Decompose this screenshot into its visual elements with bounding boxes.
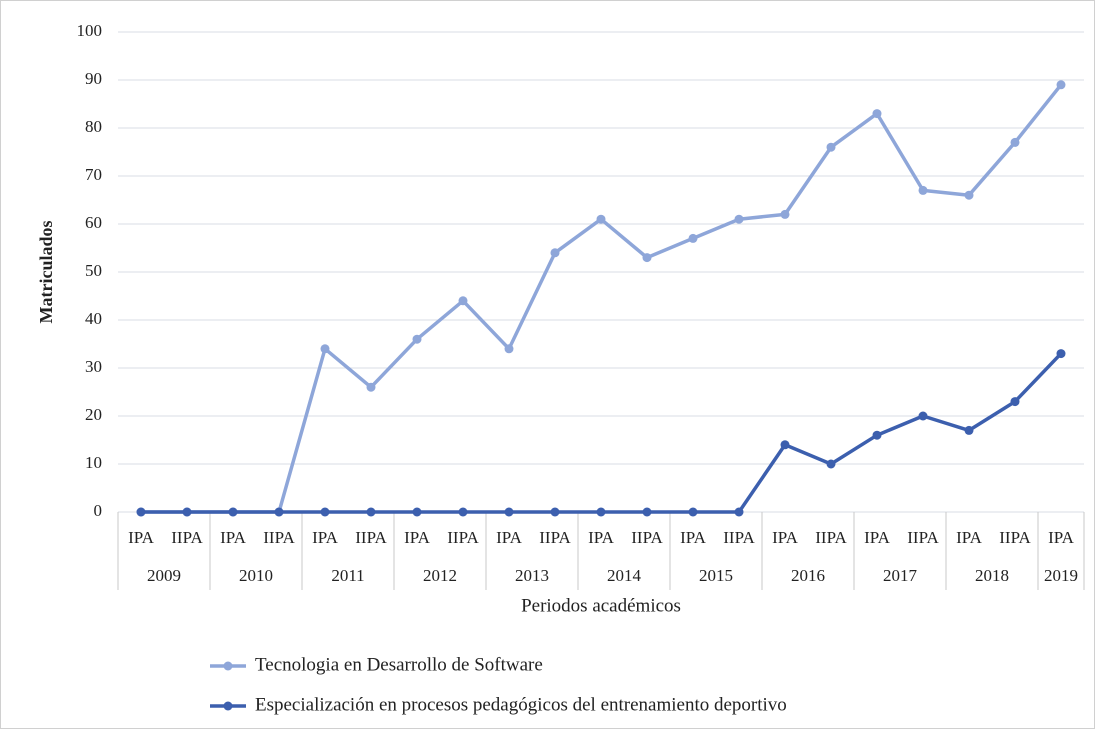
x-group-label: 2012 [423, 566, 457, 585]
x-tick-label: IIPA [815, 528, 847, 547]
x-tick-label: IPA [496, 528, 523, 547]
data-point [458, 507, 468, 517]
x-tick-label: IIPA [447, 528, 479, 547]
y-tick-label: 80 [85, 117, 102, 136]
x-tick-label: IPA [956, 528, 983, 547]
x-group-label: 2011 [331, 566, 364, 585]
data-point [412, 507, 422, 517]
data-point [550, 507, 560, 517]
x-group-label: 2014 [607, 566, 642, 585]
x-tick-label: IIPA [723, 528, 755, 547]
legend-label: Especialización en procesos pedagógicos … [255, 694, 787, 715]
data-point [688, 507, 698, 517]
data-point [688, 233, 698, 243]
data-point [918, 411, 928, 421]
x-group-label: 2017 [883, 566, 918, 585]
data-point [596, 214, 606, 224]
data-point [826, 459, 836, 469]
y-tick-label: 20 [85, 405, 102, 424]
legend-marker [223, 701, 233, 711]
data-point [458, 296, 468, 306]
x-tick-label: IIPA [171, 528, 203, 547]
data-point [734, 214, 744, 224]
data-point [734, 507, 744, 517]
x-tick-label: IIPA [263, 528, 295, 547]
y-tick-label: 0 [94, 501, 103, 520]
data-point [1056, 80, 1066, 90]
data-point [1010, 397, 1020, 407]
data-point [642, 507, 652, 517]
data-point [826, 142, 836, 152]
y-tick-label: 60 [85, 213, 102, 232]
y-tick-label: 90 [85, 69, 102, 88]
x-tick-label: IPA [404, 528, 431, 547]
y-tick-label: 40 [85, 309, 102, 328]
x-tick-label: IPA [312, 528, 339, 547]
data-point [872, 430, 882, 440]
legend-label: Tecnologia en Desarrollo de Software [255, 654, 543, 675]
data-point [780, 440, 790, 450]
x-tick-label: IIPA [907, 528, 939, 547]
x-tick-label: IIPA [631, 528, 663, 547]
x-group-label: 2019 [1044, 566, 1078, 585]
data-point [182, 507, 192, 517]
x-tick-label: IPA [128, 528, 155, 547]
x-tick-label: IIPA [539, 528, 571, 547]
x-tick-label: IPA [588, 528, 615, 547]
x-group-label: 2013 [515, 566, 549, 585]
data-point [1010, 137, 1020, 147]
x-group-label: 2018 [975, 566, 1009, 585]
y-tick-label: 100 [77, 21, 103, 40]
data-point [780, 209, 790, 219]
x-tick-label: IPA [864, 528, 891, 547]
x-group-label: 2009 [147, 566, 181, 585]
data-point [596, 507, 606, 517]
x-group-label: 2015 [699, 566, 733, 585]
y-axis-title: Matriculados [36, 221, 56, 324]
data-point [412, 334, 422, 344]
data-point [504, 507, 514, 517]
data-point [274, 507, 284, 517]
data-point [320, 344, 330, 354]
data-point [504, 344, 514, 354]
data-point [918, 185, 928, 195]
data-point [320, 507, 330, 517]
data-point [642, 253, 652, 263]
y-tick-label: 10 [85, 453, 102, 472]
data-point [366, 382, 376, 392]
data-point [964, 425, 974, 435]
data-point [228, 507, 238, 517]
x-tick-label: IPA [772, 528, 799, 547]
x-tick-label: IPA [220, 528, 247, 547]
x-group-label: 2016 [791, 566, 825, 585]
x-group-label: 2010 [239, 566, 273, 585]
x-tick-label: IPA [680, 528, 707, 547]
y-tick-label: 30 [85, 357, 102, 376]
y-tick-label: 50 [85, 261, 102, 280]
data-point [136, 507, 146, 517]
x-axis-title: Periodos académicos [521, 595, 681, 616]
data-point [872, 109, 882, 119]
data-point [550, 248, 560, 258]
data-point [964, 190, 974, 200]
x-tick-label: IIPA [999, 528, 1031, 547]
data-point [366, 507, 376, 517]
data-point [1056, 349, 1066, 359]
x-tick-label: IIPA [355, 528, 387, 547]
legend-marker [223, 661, 233, 671]
y-tick-label: 70 [85, 165, 102, 184]
x-tick-label: IPA [1048, 528, 1075, 547]
